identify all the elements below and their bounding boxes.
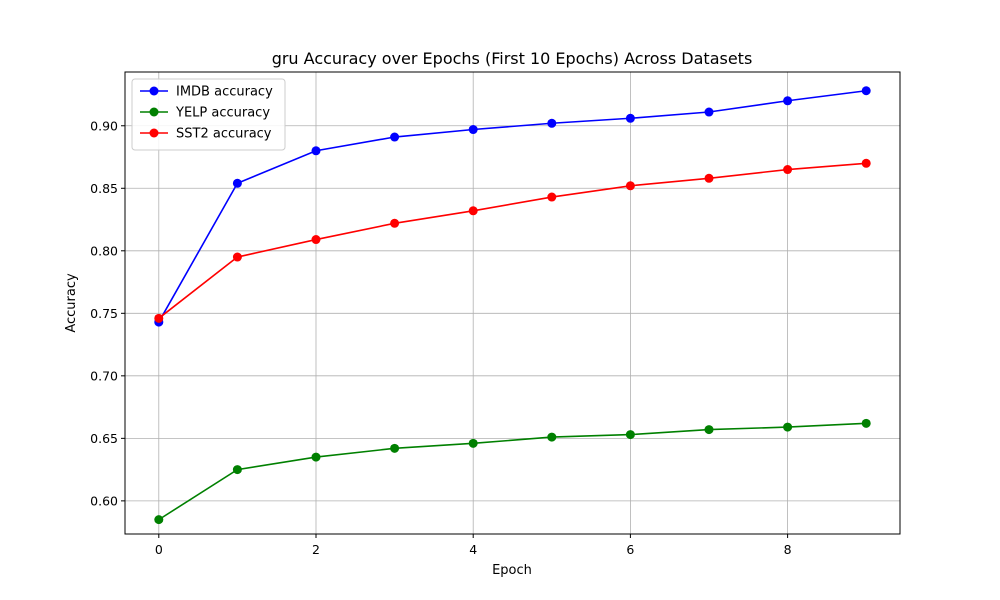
imdb-series-line	[158, 89, 867, 323]
legend: IMDB accuracy YELP accuracy SST2 accuracy	[131, 78, 286, 151]
y-tick-label: 0.60	[90, 493, 118, 508]
y-tick-label: 0.90	[90, 118, 118, 133]
imdb-data-point	[468, 125, 478, 135]
imdb-legend-label: IMDB accuracy	[176, 85, 273, 100]
yelp-data-point	[783, 422, 793, 432]
yelp-series-line	[158, 422, 867, 521]
yelp-data-point	[547, 432, 557, 442]
sst2-data-point	[783, 165, 793, 175]
y-tick-label: 0.70	[90, 368, 118, 383]
imdb-data-point	[861, 86, 871, 96]
imdb-data-point	[311, 146, 321, 156]
y-tick-label: 0.85	[90, 181, 118, 196]
series-layer	[154, 86, 871, 525]
yelp-data-point	[311, 452, 321, 462]
yelp-data-point	[625, 430, 635, 440]
sst2-data-point	[390, 218, 400, 228]
yelp-data-point	[861, 418, 871, 428]
x-axis-label: Epoch	[492, 563, 532, 578]
sst2-legend-marker	[149, 128, 159, 138]
y-tick-label: 0.65	[90, 431, 118, 446]
sst2-series-line	[158, 162, 867, 319]
sst2-data-point	[232, 252, 242, 262]
yelp-data-point	[704, 425, 714, 435]
sst2-data-point	[704, 173, 714, 183]
imdb-data-point	[232, 178, 242, 188]
plot-frame	[124, 71, 901, 535]
yelp-data-point	[232, 465, 242, 475]
imdb-legend-marker	[149, 86, 159, 96]
ticks: 0 2 4 6 8 0.60 0.65 0.70 0.75 0.80 0.85 0.90	[90, 118, 791, 557]
sst2-data-point	[154, 313, 164, 323]
yelp-data-point	[154, 515, 164, 525]
yelp-data-point	[468, 438, 478, 448]
sst2-data-point	[547, 192, 557, 202]
sst2-data-point	[861, 158, 871, 168]
x-tick-label: 4	[469, 542, 477, 557]
y-axis-label: Accuracy	[64, 273, 79, 333]
sst2-data-point	[468, 206, 478, 216]
yelp-legend-label: YELP accuracy	[175, 106, 270, 121]
sst2-data-point	[625, 181, 635, 191]
yelp-data-point	[390, 443, 400, 453]
imdb-data-point	[547, 118, 557, 128]
sst2-data-point	[311, 235, 321, 245]
imdb-data-point	[783, 96, 793, 106]
x-tick-label: 6	[626, 542, 634, 557]
x-tick-label: 8	[784, 542, 792, 557]
imdb-data-point	[625, 113, 635, 123]
x-tick-label: 2	[312, 542, 320, 557]
imdb-data-point	[704, 107, 714, 117]
yelp-legend-marker	[149, 107, 159, 117]
y-tick-label: 0.80	[90, 243, 118, 258]
chart-title: gru Accuracy over Epochs (First 10 Epoch…	[272, 49, 753, 68]
y-tick-label: 0.75	[90, 306, 118, 321]
imdb-data-point	[390, 132, 400, 142]
x-tick-label: 0	[155, 542, 163, 557]
legend-box	[131, 78, 286, 151]
sst2-legend-label: SST2 accuracy	[176, 127, 272, 142]
